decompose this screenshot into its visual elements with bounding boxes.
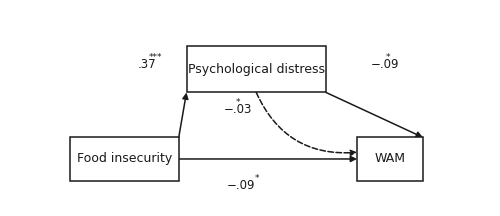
FancyArrowPatch shape — [179, 94, 188, 137]
Text: *: * — [386, 53, 390, 62]
FancyArrowPatch shape — [326, 92, 422, 137]
Text: WAM: WAM — [374, 152, 406, 165]
Text: −.09: −.09 — [226, 179, 255, 192]
FancyBboxPatch shape — [186, 46, 326, 92]
Text: *: * — [236, 98, 240, 107]
FancyBboxPatch shape — [70, 137, 179, 181]
Text: ***: *** — [149, 53, 162, 62]
Text: −.03: −.03 — [224, 103, 252, 116]
Text: Food insecurity: Food insecurity — [77, 152, 172, 165]
FancyBboxPatch shape — [357, 137, 423, 181]
Text: .37: .37 — [138, 58, 156, 71]
FancyArrowPatch shape — [256, 92, 356, 155]
Text: Psychological distress: Psychological distress — [188, 63, 325, 76]
Text: −.09: −.09 — [370, 58, 399, 71]
Text: *: * — [255, 175, 260, 183]
FancyArrowPatch shape — [179, 156, 356, 162]
